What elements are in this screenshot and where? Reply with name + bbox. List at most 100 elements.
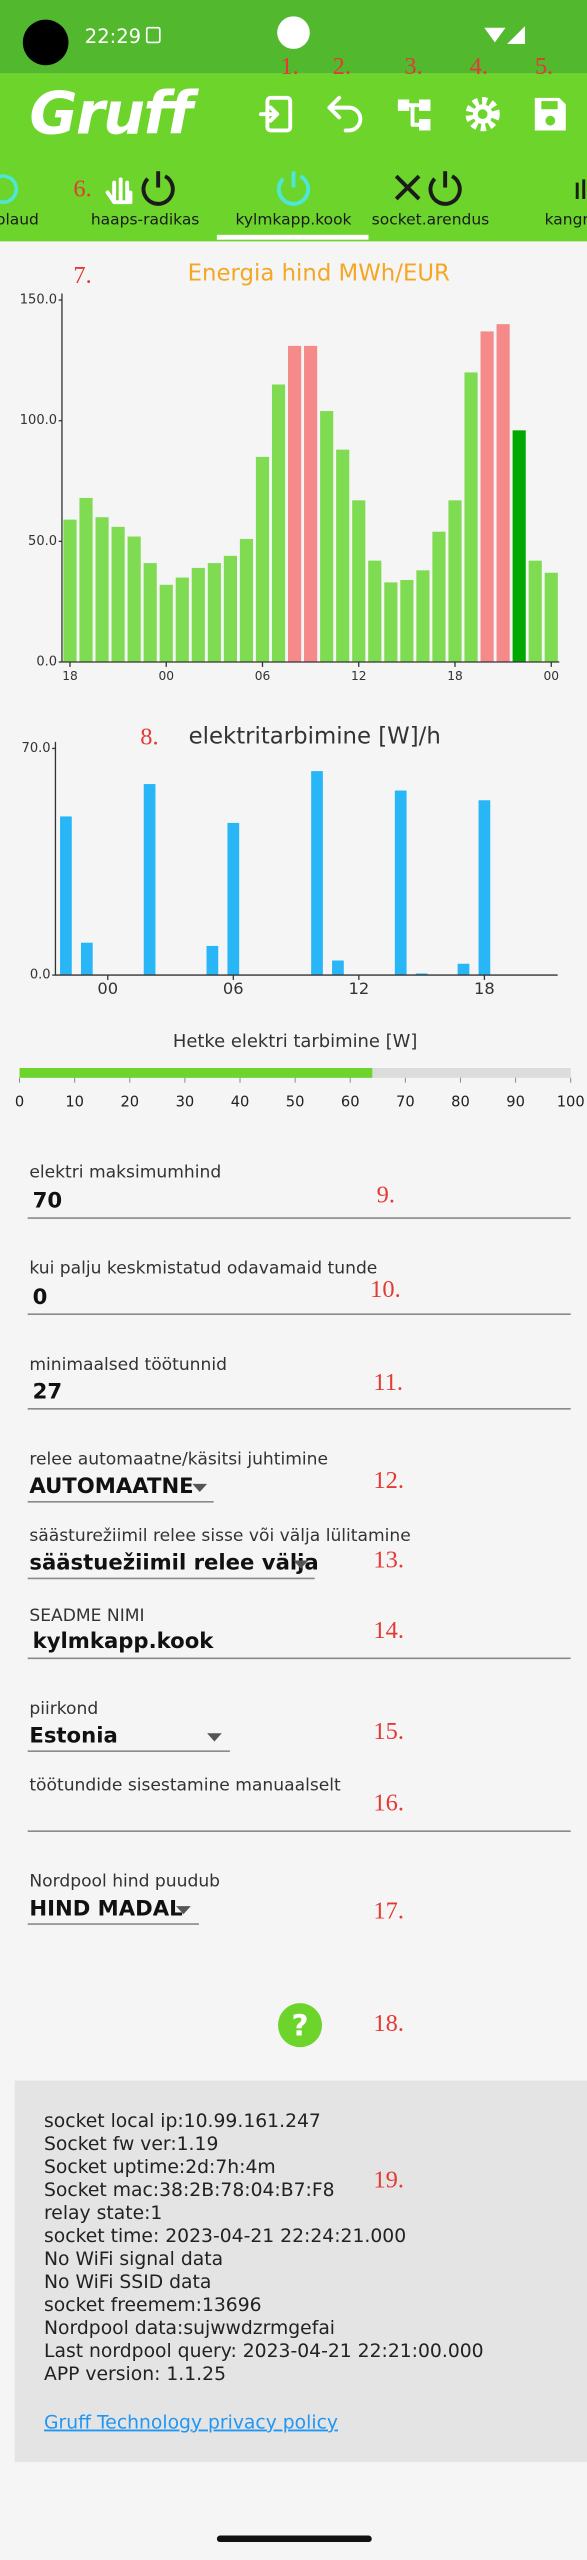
x-tick-label: 12 bbox=[351, 669, 367, 683]
annotation: 14. bbox=[373, 1617, 404, 1644]
dropdown[interactable]: Estonia bbox=[29, 1723, 117, 1748]
x-tick-label: 30 bbox=[176, 1093, 195, 1110]
bar bbox=[336, 449, 350, 663]
dropdown[interactable]: AUTOMAATNE bbox=[29, 1473, 193, 1498]
bar bbox=[512, 430, 526, 663]
y-tick-label: 70.0 bbox=[22, 741, 51, 756]
x-tick-label: 00 bbox=[97, 979, 118, 998]
dropdown-arrow bbox=[192, 1483, 208, 1492]
field-input[interactable]: 27 bbox=[33, 1379, 63, 1404]
bar bbox=[206, 945, 219, 976]
x-tick-label: 06 bbox=[223, 979, 244, 998]
bar bbox=[480, 331, 494, 663]
annotation: 3. bbox=[404, 53, 422, 80]
help-button[interactable]: ? bbox=[278, 2003, 323, 2048]
bar bbox=[127, 536, 141, 663]
annotation: 13. bbox=[373, 1547, 404, 1574]
bar bbox=[227, 822, 240, 976]
y-tick-label: 0.0 bbox=[30, 968, 51, 983]
tab[interactable]: kangr bbox=[545, 179, 587, 229]
tab-selected[interactable]: kylmkapp.kook bbox=[216, 169, 369, 240]
x-tick-label: 20 bbox=[120, 1093, 139, 1110]
field-label: Nordpool hind puudub bbox=[29, 1872, 220, 1892]
status-time: 22:29 bbox=[85, 25, 141, 48]
bar bbox=[175, 577, 189, 663]
tab[interactable]: socket.arendus bbox=[372, 169, 490, 229]
x-tick-label: 18 bbox=[474, 979, 495, 998]
dropdown[interactable]: HIND MADAL bbox=[29, 1895, 182, 1920]
x-tick-label: 50 bbox=[286, 1093, 305, 1110]
annotation: 5. bbox=[535, 53, 553, 80]
annotation: 2. bbox=[333, 53, 351, 80]
x-tick-label: 70 bbox=[396, 1093, 415, 1110]
annotation: 17. bbox=[373, 1897, 404, 1924]
privacy-link[interactable]: Gruff Technology privacy policy bbox=[44, 2413, 338, 2434]
x-tick-label: 18 bbox=[447, 669, 463, 683]
field-label: relee automaatne/käsitsi juhtimine bbox=[29, 1449, 328, 1469]
annotation: 4. bbox=[470, 53, 488, 80]
bar bbox=[143, 784, 156, 976]
field-input[interactable] bbox=[28, 1794, 571, 1830]
bar bbox=[544, 572, 558, 663]
field-input[interactable]: 0 bbox=[33, 1284, 48, 1309]
info-line: Socket mac:38:2B:78:04:B7:F8 bbox=[44, 2180, 335, 2201]
camera-cutout bbox=[22, 19, 69, 66]
field-label: säästurežiimil relee sisse või välja lül… bbox=[29, 1526, 410, 1546]
info-line: No WiFi SSID data bbox=[44, 2272, 211, 2293]
bar bbox=[416, 570, 430, 663]
chart-title: Energia hind MWh/EUR bbox=[188, 260, 450, 286]
info-line: relay state:1 bbox=[44, 2203, 162, 2224]
y-tick-label: 100.0 bbox=[20, 413, 57, 428]
bar bbox=[111, 526, 125, 663]
login-button[interactable] bbox=[258, 95, 293, 133]
info-line: Nordpool data:sujwwdzrmgefai bbox=[44, 2318, 335, 2339]
bar bbox=[415, 973, 428, 976]
bar bbox=[95, 517, 109, 663]
info-line: No WiFi signal data bbox=[44, 2249, 223, 2270]
bar bbox=[143, 563, 157, 663]
annotation: 6. bbox=[73, 175, 91, 202]
help-icon: ? bbox=[292, 2008, 309, 2042]
x-tick-label: 40 bbox=[231, 1093, 250, 1110]
dropdown[interactable]: säästuežiimil relee välja bbox=[29, 1550, 318, 1575]
annotation: 19. bbox=[373, 2166, 404, 2193]
home-indicator bbox=[216, 2535, 372, 2543]
dropdown-arrow bbox=[176, 1906, 191, 1915]
bar bbox=[191, 567, 205, 663]
save-button[interactable] bbox=[534, 97, 566, 131]
annotation: 16. bbox=[373, 1790, 404, 1817]
info-line: Socket fw ver:1.19 bbox=[44, 2134, 218, 2155]
field-input[interactable]: 70 bbox=[33, 1188, 63, 1213]
info-line: socket time: 2023-04-21 22:24:21.000 bbox=[44, 2226, 406, 2247]
bar bbox=[255, 456, 270, 663]
annotation: 15. bbox=[373, 1718, 404, 1745]
bar bbox=[320, 411, 334, 663]
bar bbox=[464, 372, 478, 663]
dropdown-arrow bbox=[207, 1733, 222, 1742]
tab-indicator bbox=[216, 234, 369, 240]
app-bar bbox=[0, 73, 587, 242]
x-tick-label: 90 bbox=[506, 1093, 525, 1110]
undo-button[interactable] bbox=[327, 95, 363, 133]
status-dot bbox=[277, 16, 310, 49]
bar bbox=[239, 538, 254, 663]
field-label: minimaalsed töötunnid bbox=[29, 1355, 227, 1375]
field-label: töötundide sisestamine manuaalselt bbox=[29, 1775, 341, 1795]
annotation: 1. bbox=[280, 53, 298, 80]
hierarchy-button[interactable] bbox=[397, 99, 431, 131]
bar bbox=[394, 790, 407, 976]
field-label: SEADME NIMI bbox=[29, 1606, 144, 1626]
field-input[interactable]: kylmkapp.kook bbox=[33, 1628, 215, 1653]
bar bbox=[400, 579, 414, 663]
tab[interactable]: haaps-radikas bbox=[91, 169, 200, 229]
x-tick-label: 10 bbox=[65, 1093, 84, 1110]
bar bbox=[60, 816, 72, 976]
gauge-fill bbox=[19, 1068, 373, 1078]
tab[interactable]: toolaud bbox=[0, 174, 39, 229]
annotation: 7. bbox=[73, 262, 91, 289]
settings-button[interactable] bbox=[465, 97, 500, 132]
x-tick-label: 00 bbox=[158, 669, 174, 683]
annotation: 18. bbox=[373, 2010, 404, 2037]
